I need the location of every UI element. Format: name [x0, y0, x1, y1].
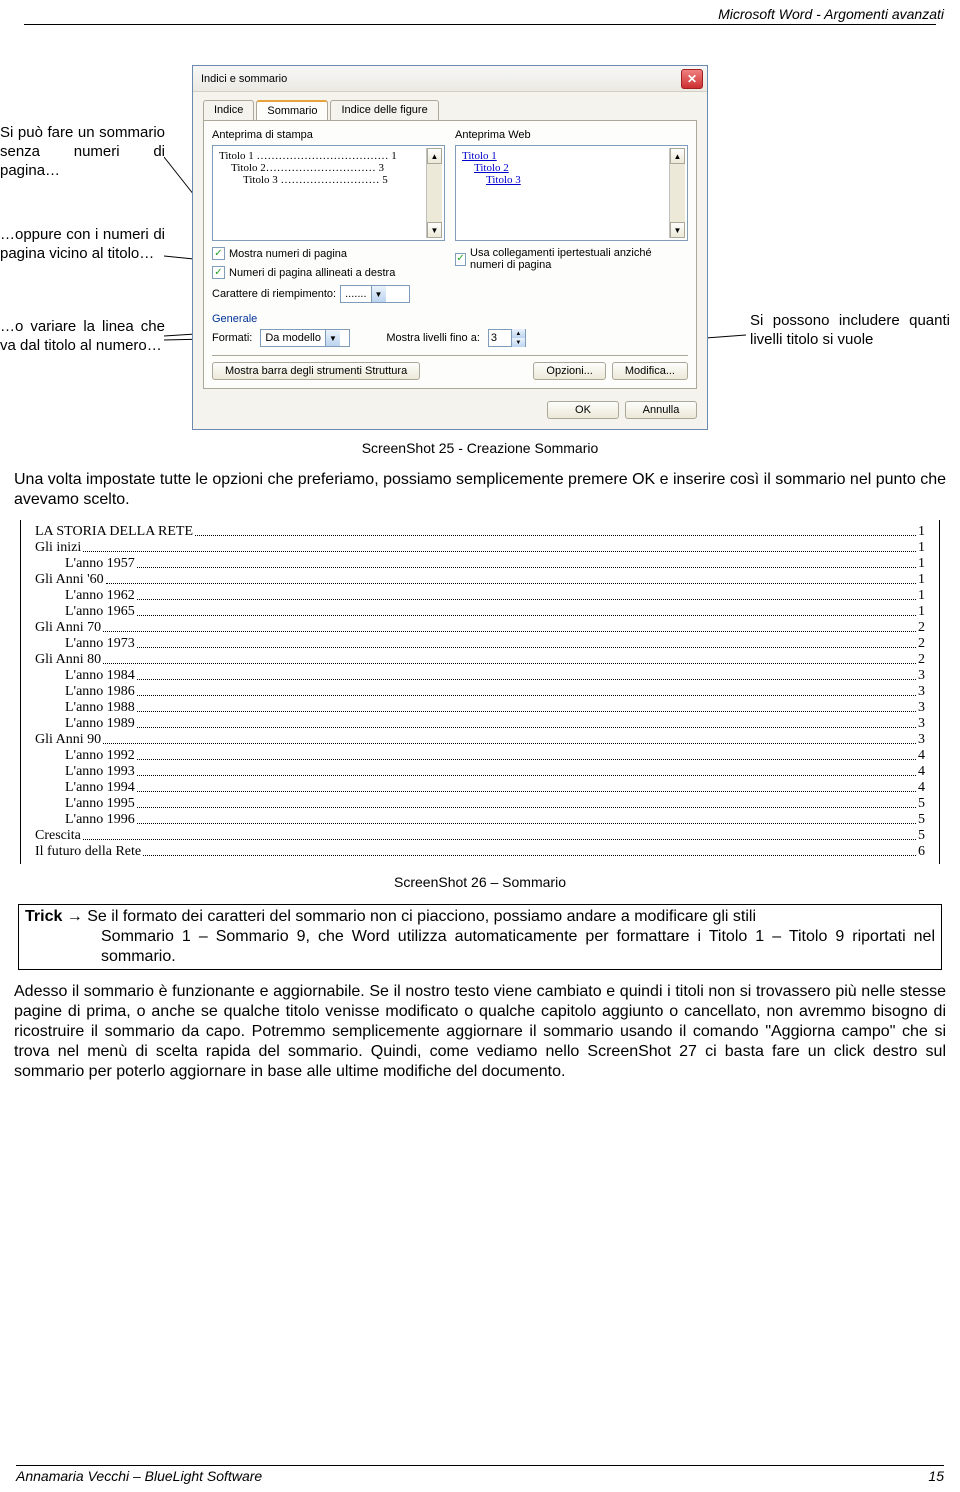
annotation-no-page-numbers: Si può fare un sommario senza numeri di …	[0, 124, 165, 180]
toc-result-box: LA STORIA DELLA RETE 1Gli inizi 1L'anno …	[20, 520, 940, 864]
trick-label: Trick →	[25, 908, 83, 925]
leader-label: Carattere di riempimento:	[212, 288, 336, 300]
label-align-right: Numeri di pagina allineati a destra	[229, 267, 395, 279]
web-link-3[interactable]: Titolo 3	[486, 174, 521, 186]
levels-input[interactable]	[489, 332, 511, 344]
annotation-numbers-near-title: …oppure con i numeri di pagina vicino al…	[0, 226, 165, 264]
dialog-titlebar: Indici e sommario ✕	[193, 66, 707, 92]
dialog-tabs: Indice Sommario Indice delle figure	[193, 92, 707, 120]
ok-button[interactable]: OK	[547, 401, 619, 419]
web-preview-label: Anteprima Web	[455, 129, 688, 141]
levels-spinner[interactable]: ▲▼	[488, 329, 526, 347]
page-header: Microsoft Word - Argomenti avanzati	[8, 0, 952, 22]
checkbox-align-right[interactable]: ✓	[212, 266, 225, 279]
section-general-label: Generale	[212, 313, 688, 325]
trick-text-1: Se il formato dei caratteri del sommario…	[83, 908, 756, 925]
preview-scrollbar[interactable]: ▲▼	[426, 148, 442, 238]
options-button[interactable]: Opzioni...	[533, 362, 605, 380]
tab-sommario[interactable]: Sommario	[256, 100, 328, 120]
formats-label: Formati:	[212, 332, 252, 344]
header-rule	[24, 24, 936, 25]
tab-indice-figure[interactable]: Indice delle figure	[330, 100, 438, 120]
print-preview-box: Titolo 1 ……………………………… 1 Titolo 2………………………	[212, 145, 445, 241]
leader-dropdown[interactable]: .......▼	[340, 285, 410, 303]
formats-dropdown[interactable]: Da modello▼	[260, 329, 350, 347]
dialog-indici-sommario: Indici e sommario ✕ Indice Sommario Indi…	[192, 65, 708, 430]
footer-page-number: 15	[928, 1468, 944, 1484]
levels-label: Mostra livelli fino a:	[386, 332, 480, 344]
label-use-hyperlinks: Usa collegamenti ipertestuali anziché nu…	[470, 247, 688, 271]
caption-screenshot-26: ScreenShot 26 – Sommario	[8, 874, 952, 890]
separator	[212, 355, 688, 356]
annotation-leader-line: …o variare la linea che va dal titolo al…	[0, 318, 165, 356]
modify-button[interactable]: Modifica...	[612, 362, 688, 380]
checkbox-use-hyperlinks[interactable]: ✓	[455, 253, 466, 266]
print-preview-label: Anteprima di stampa	[212, 129, 445, 141]
toc-entry: Il futuro della Rete 6	[35, 844, 925, 860]
checkbox-show-page-numbers[interactable]: ✓	[212, 247, 225, 260]
paragraph-2: Adesso il sommario è funzionante e aggio…	[8, 982, 952, 1082]
web-preview-scrollbar[interactable]: ▲▼	[669, 148, 685, 238]
close-button[interactable]: ✕	[681, 69, 703, 89]
dialog-title: Indici e sommario	[201, 73, 681, 85]
trick-box: Trick → Se il formato dei caratteri del …	[18, 904, 942, 970]
tab-indice[interactable]: Indice	[203, 100, 254, 120]
web-link-2[interactable]: Titolo 2	[474, 162, 509, 174]
cancel-button[interactable]: Annulla	[625, 401, 697, 419]
show-outline-toolbar-button[interactable]: Mostra barra degli strumenti Struttura	[212, 362, 420, 380]
label-show-page-numbers: Mostra numeri di pagina	[229, 248, 347, 260]
web-preview-box: Titolo 1 Titolo 2 Titolo 3 ▲▼	[455, 145, 688, 241]
footer-author: Annamaria Vecchi – BlueLight Software	[16, 1468, 262, 1484]
paragraph-1: Una volta impostate tutte le opzioni che…	[8, 470, 952, 510]
annotation-levels: Si possono includere quanti livelli tito…	[750, 312, 950, 350]
trick-text-2: Sommario 1 – Sommario 9, che Word utiliz…	[25, 927, 935, 967]
caption-screenshot-25: ScreenShot 25 - Creazione Sommario	[8, 440, 952, 456]
spin-up[interactable]: ▲	[511, 329, 525, 338]
spin-down[interactable]: ▼	[511, 338, 525, 347]
web-link-1[interactable]: Titolo 1	[462, 150, 497, 162]
